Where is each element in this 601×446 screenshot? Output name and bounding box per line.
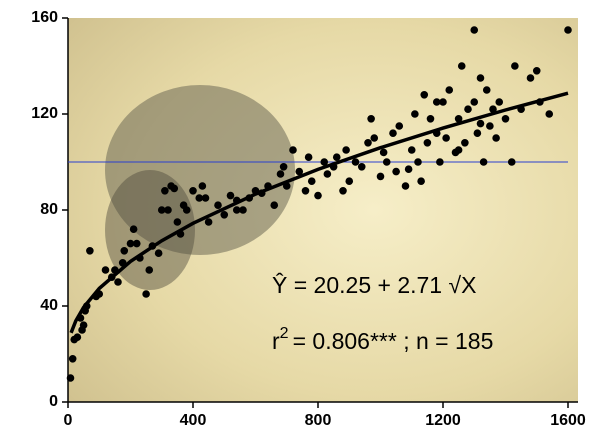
data-point	[339, 187, 347, 195]
data-point	[564, 26, 572, 34]
data-point	[533, 67, 541, 75]
data-point	[408, 146, 416, 154]
statistics: r2= 0.806*** ; n = 185	[272, 325, 493, 354]
data-point	[470, 26, 478, 34]
data-point	[414, 158, 422, 166]
y-tick-label: 120	[31, 105, 58, 122]
data-point	[367, 115, 375, 123]
data-point	[392, 168, 400, 176]
data-point	[305, 153, 313, 161]
data-point	[102, 266, 110, 274]
x-tick-label: 0	[64, 412, 73, 429]
x-tick-label: 400	[180, 412, 207, 429]
data-point	[174, 218, 182, 226]
data-point	[527, 74, 535, 82]
data-point	[364, 139, 372, 147]
data-point	[220, 211, 228, 219]
data-point	[67, 374, 75, 382]
data-point	[324, 170, 332, 178]
data-point	[130, 225, 138, 233]
data-point	[486, 122, 494, 130]
data-point	[74, 333, 82, 341]
data-point	[69, 355, 77, 363]
x-tick-label: 1200	[425, 412, 461, 429]
data-point	[442, 134, 450, 142]
data-point	[502, 115, 510, 123]
data-point	[461, 139, 469, 147]
data-point	[389, 129, 397, 137]
data-point	[402, 182, 410, 190]
data-point	[417, 177, 425, 185]
data-point	[277, 170, 285, 178]
data-point	[164, 206, 172, 214]
data-point	[308, 177, 316, 185]
data-point	[380, 149, 388, 157]
data-point	[205, 218, 213, 226]
data-point	[508, 158, 516, 166]
statistics-text: = 0.806*** ; n = 185	[293, 328, 494, 354]
data-point	[302, 187, 310, 195]
data-point	[358, 163, 366, 171]
data-point	[411, 110, 419, 118]
data-point	[145, 266, 153, 274]
y-tick-label: 160	[31, 9, 58, 26]
data-point	[133, 240, 141, 248]
data-point	[233, 206, 241, 214]
data-point	[495, 98, 503, 106]
data-point	[80, 321, 88, 329]
y-tick-label: 40	[40, 297, 58, 314]
data-point	[180, 201, 188, 209]
data-point	[474, 129, 482, 137]
data-point	[395, 122, 403, 130]
data-point	[114, 278, 122, 286]
data-point	[480, 158, 488, 166]
data-point	[427, 115, 435, 123]
data-point	[377, 173, 385, 181]
data-point	[445, 86, 453, 94]
data-point	[545, 110, 553, 118]
equation: Ŷ = 20.25 + 2.71 √X	[272, 272, 476, 298]
data-point	[289, 146, 297, 154]
superscript: 2	[280, 325, 289, 342]
data-point	[314, 192, 322, 200]
data-point	[405, 165, 413, 173]
data-point	[120, 247, 128, 255]
data-point	[202, 194, 210, 202]
data-point	[270, 201, 278, 209]
data-point	[455, 146, 463, 154]
data-point	[424, 139, 432, 147]
data-point	[477, 120, 485, 128]
data-point	[370, 134, 378, 142]
data-point	[170, 185, 178, 193]
data-point	[214, 201, 222, 209]
data-point	[436, 158, 444, 166]
data-point	[477, 74, 485, 82]
data-point	[155, 249, 163, 257]
data-point	[161, 187, 169, 195]
data-point	[199, 182, 207, 190]
data-point	[142, 290, 150, 298]
x-tick-label: 800	[305, 412, 332, 429]
data-point	[483, 86, 491, 94]
y-tick-label: 0	[49, 393, 58, 410]
data-point	[492, 134, 500, 142]
data-point	[352, 158, 360, 166]
data-point	[458, 62, 466, 70]
data-point	[189, 187, 197, 195]
data-point	[333, 153, 341, 161]
data-point	[342, 146, 350, 154]
data-point	[464, 105, 472, 113]
data-point	[86, 247, 94, 255]
data-point	[227, 192, 235, 200]
data-point	[383, 158, 391, 166]
data-point	[511, 62, 519, 70]
data-point	[470, 98, 478, 106]
chart: 04080120160040080012001600Ŷ = 20.25 + 2.…	[0, 0, 601, 441]
data-point	[345, 177, 353, 185]
data-point	[420, 91, 428, 99]
y-tick-label: 80	[40, 201, 58, 218]
data-point	[433, 98, 441, 106]
x-tick-label: 1600	[550, 412, 586, 429]
data-point	[280, 163, 288, 171]
